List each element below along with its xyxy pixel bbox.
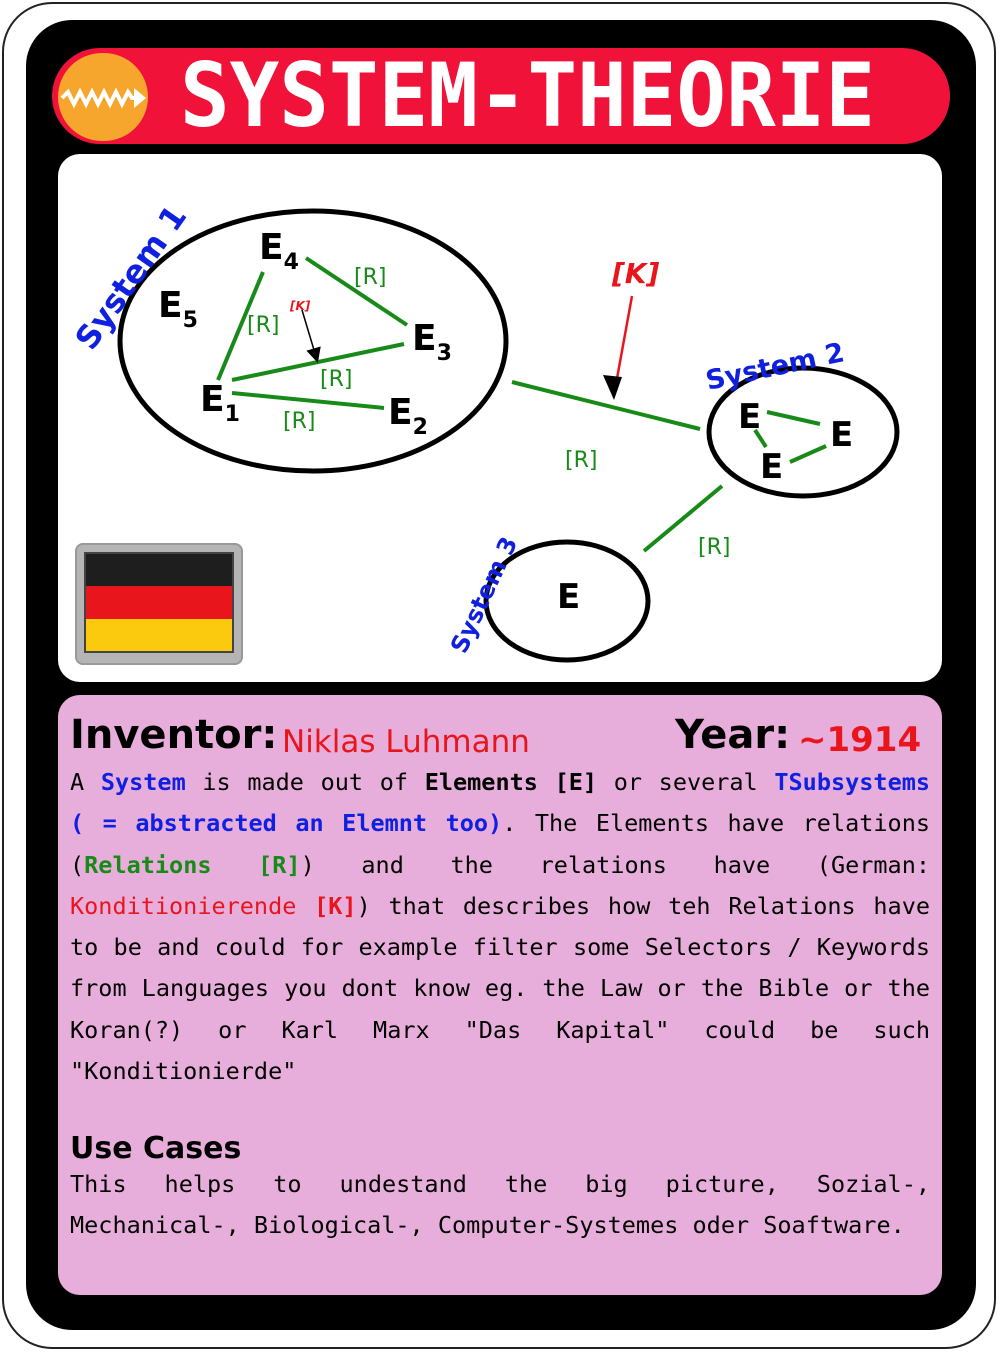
description-text: A System is made out of Elements [E] or …: [70, 762, 930, 1092]
title-bar: [52, 48, 950, 144]
description-segment: ) and the relations have (German:: [300, 850, 930, 879]
system-3-element: E: [557, 577, 580, 617]
zigzag-arrow-icon: [58, 53, 148, 141]
term-system: System: [100, 768, 186, 796]
description-segment: or several: [597, 768, 775, 796]
system-diagram: System 1 System 2 System 3 E4 E5 E3 E1 E…: [67, 198, 900, 663]
relation-line-e1-e3: [231, 342, 405, 382]
system-2-label: System 2: [703, 337, 847, 397]
system-2-element-c: E: [760, 447, 783, 487]
relation-label-e1-e2: [R]: [283, 409, 315, 434]
term-relations: Relations [R]: [84, 850, 301, 879]
term-subsystems: TSubsystems ( = abstracted an Elemnt too…: [70, 768, 931, 838]
relation-line-e1-e2: [231, 391, 385, 410]
term-elements: Elements [E]: [424, 768, 598, 796]
system-2-element-b: E: [830, 415, 853, 455]
k-label-small: [K]: [289, 299, 311, 313]
relation-line-e1-e4: [216, 271, 265, 381]
term-k: [K]: [314, 891, 357, 920]
system-2-ellipse: [706, 365, 900, 499]
term-konditionierende: Konditionierende: [70, 891, 297, 920]
card-title-text: SYSTEM-THEORIE: [180, 54, 875, 140]
system-2-element-a: E: [738, 397, 761, 437]
relation-line-s2-e-a-c: [753, 428, 768, 449]
description-segment: [296, 892, 314, 920]
relation-label-e1-e3: [R]: [320, 367, 352, 392]
relation-line-s2-e-a-b: [766, 410, 821, 426]
relation-label-e1-e4: [R]: [247, 313, 279, 338]
relation-label-system2-system3: [R]: [698, 535, 730, 560]
system-3-ellipse: [483, 539, 651, 663]
description-segment: . The Elements have relations (: [70, 809, 930, 879]
element-e3: E3: [412, 318, 452, 366]
element-e4: E4: [259, 227, 299, 275]
relation-line-e4-e3: [304, 256, 409, 327]
inventor-row: Inventor: Niklas Luhmann Year: ~1914: [70, 712, 930, 762]
system-1-ellipse: [117, 208, 509, 474]
relation-label-system1-system2: [R]: [565, 448, 597, 473]
description-segment: A: [70, 768, 101, 796]
flag-stripe-gold: [86, 618, 232, 651]
flag-stripe-red: [86, 586, 232, 619]
card-title: SYSTEM-THEORIE: [180, 54, 875, 140]
year-label: Year:: [675, 712, 791, 758]
k-arrow-small: [301, 309, 321, 363]
german-flag-icon: [84, 552, 234, 653]
relation-line-system2-system3: [642, 484, 724, 553]
description-segment: is made out of: [185, 768, 425, 796]
system-1-label: System 1: [67, 198, 194, 356]
k-label-large: [K]: [611, 257, 659, 290]
element-e2: E2: [388, 392, 428, 440]
element-e1: E1: [200, 379, 240, 427]
k-arrow-large-head: [603, 375, 622, 400]
element-e5: E5: [158, 285, 198, 333]
inventor-label: Inventor:: [70, 712, 278, 758]
flag-stripe-black: [86, 554, 232, 587]
use-cases-text: This helps to undestand the big picture,…: [70, 1170, 930, 1240]
description-segment: ) that describes how teh Relations have …: [70, 891, 931, 1086]
relation-label-e4-e3: [R]: [354, 265, 386, 290]
system-3-label: System 3: [445, 532, 523, 657]
relation-line-s2-e-c-b: [789, 444, 827, 464]
year-value: ~1914: [798, 720, 922, 760]
inventor-value: Niklas Luhmann: [282, 724, 530, 760]
use-cases-heading: Use Cases: [70, 1131, 242, 1166]
info-panel: [58, 695, 942, 1295]
relation-line-system1-system2: [511, 380, 701, 431]
